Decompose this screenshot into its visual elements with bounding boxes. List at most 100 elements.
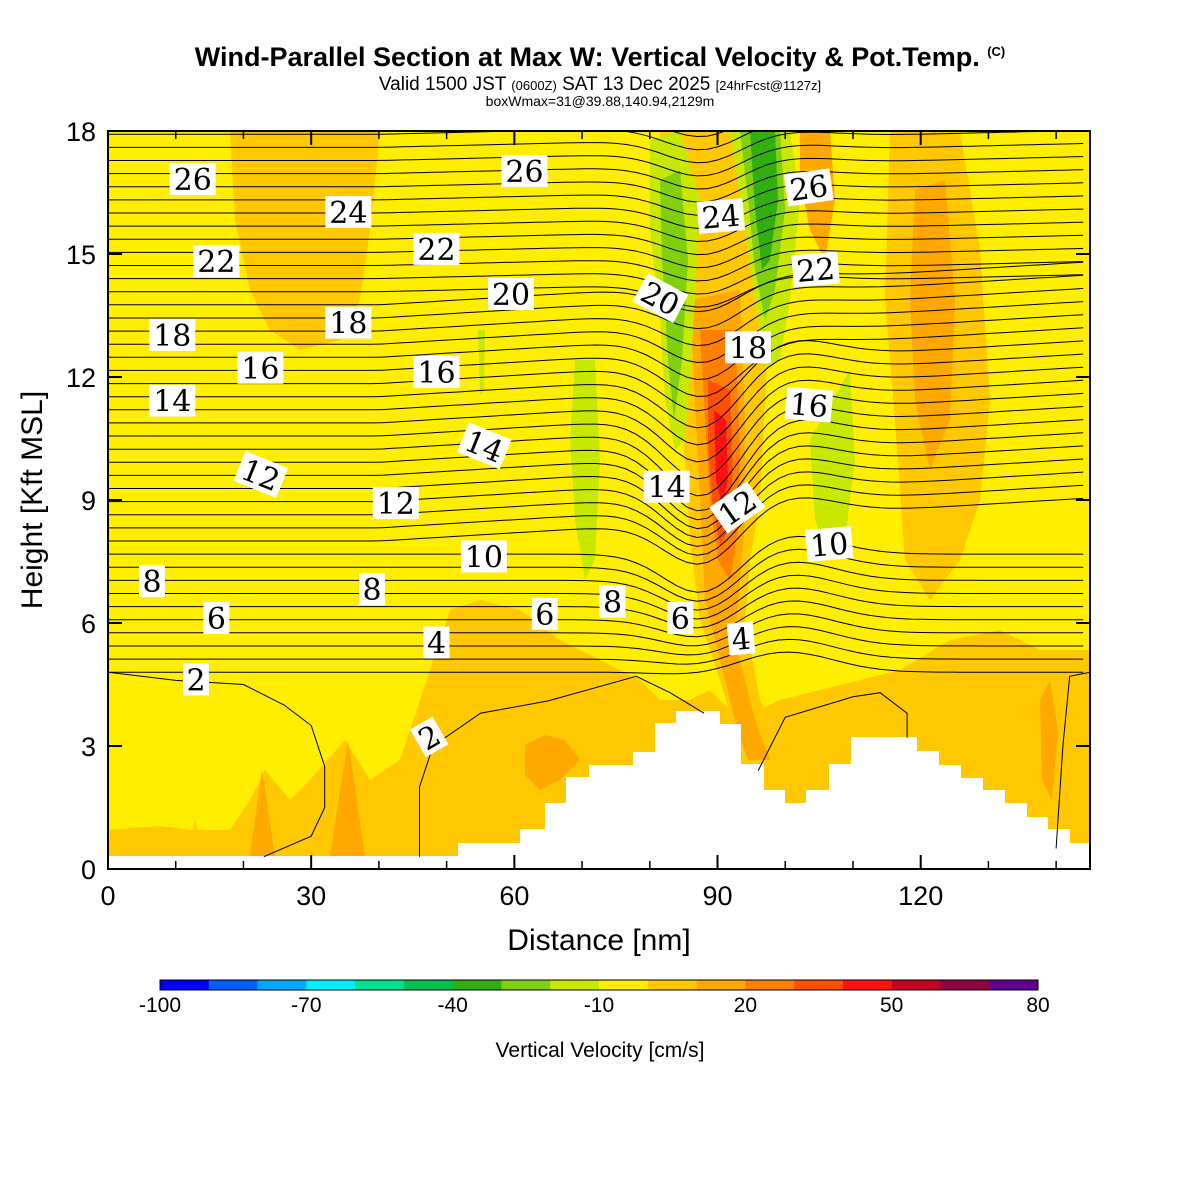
theta-contour-line [108, 379, 1084, 463]
theta-contour-line [108, 195, 1084, 229]
theta-label: 20 [488, 278, 534, 313]
chart-title-main: Wind-Parallel Section at Max W: Vertical… [194, 42, 980, 72]
theta-contour-line [108, 261, 1084, 313]
valid-date: SAT 13 Dec 2025 [562, 74, 711, 95]
colorbar-swatch [306, 980, 356, 990]
theta-contour-line-low [419, 675, 705, 857]
colorbar-tick-label: 20 [734, 994, 757, 1017]
theta-label-text: 10 [465, 540, 503, 575]
y-tick-label: 18 [66, 117, 96, 147]
theta-label-box [423, 626, 450, 659]
theta-contour-line [108, 182, 1084, 216]
colorbar-frame [159, 979, 1039, 991]
theta-contour-line [108, 574, 1084, 620]
colorbar-swatch [599, 980, 649, 990]
colorbar: -100 -70 -40 -10 20 50 80 [139, 979, 1050, 1017]
theta-contour-line [108, 535, 1084, 593]
theta-label-box [233, 451, 289, 498]
theta-label: 24 [696, 198, 746, 237]
theta-label-text: 2 [186, 663, 205, 698]
theta-contour-line [108, 600, 1084, 638]
y-tick-label: 6 [81, 609, 96, 639]
theta-contour-line [108, 208, 1084, 243]
theta-label: 16 [237, 351, 284, 387]
theta-label-text: 26 [788, 169, 831, 209]
theta-label-box [409, 716, 449, 758]
downdraft-zone-thin [478, 330, 485, 395]
colorbar-swatch [550, 980, 600, 990]
theta-label: 14 [149, 384, 196, 420]
theta-label-text: 26 [505, 155, 543, 190]
downdraft-zone-right-strong [750, 131, 778, 270]
main-updraft-peak [714, 410, 728, 505]
theta-contour-line [108, 274, 1084, 308]
theta-label-box [783, 168, 834, 207]
theta-label: 12 [372, 487, 419, 522]
theta-label: 10 [804, 526, 854, 565]
theta-label: 6 [531, 597, 558, 633]
theta-contour-line [108, 156, 1084, 190]
y-tick-label: 0 [81, 855, 96, 885]
colorbar-swatch [403, 980, 453, 990]
updraft-region-far-right [1040, 680, 1058, 800]
theta-label: 18 [325, 306, 372, 342]
updraft-spike-1 [185, 820, 205, 856]
x-axis-title: Distance [nm] [507, 924, 690, 957]
theta-label-box [709, 481, 766, 534]
x-tick-label: 0 [100, 881, 115, 911]
colorbar-tick-label: -10 [584, 994, 614, 1017]
theta-label-text: 14 [153, 385, 191, 420]
colorbar-swatch [647, 980, 697, 990]
axis-ticks: 0 30 60 90 120 0 3 6 9 12 15 18 [66, 117, 1090, 911]
theta-contour-line [108, 561, 1084, 611]
theta-label-box [372, 487, 419, 520]
theta-label: 16 [784, 386, 834, 425]
theta-label: 26 [783, 168, 834, 209]
theta-label-box [413, 232, 460, 265]
theta-contour-line [108, 392, 1084, 480]
theta-label-text: 8 [603, 586, 622, 621]
y-tick-label: 9 [81, 486, 96, 516]
theta-contour-line [108, 169, 1084, 203]
theta-label: 24 [325, 196, 372, 231]
theta-label-text: 16 [788, 387, 829, 425]
theta-label-text: 16 [417, 356, 455, 391]
theta-label-text: 8 [142, 565, 161, 600]
theta-label: 18 [725, 331, 771, 366]
updraft-region-mid-orange [525, 735, 580, 790]
theta-label-box [413, 355, 460, 388]
theta-label: 4 [423, 626, 450, 662]
theta-contour-line-low [757, 692, 908, 771]
theta-contour-line [108, 497, 1084, 565]
theta-label-box [667, 601, 694, 634]
theta-label: 4 [726, 621, 756, 658]
theta-label-box [501, 155, 548, 187]
colorbar-swatch [160, 980, 210, 990]
theta-contour-line [108, 406, 1084, 497]
theta-label: 22 [413, 232, 460, 268]
theta-label-box [169, 163, 216, 196]
theta-label: 22 [193, 245, 240, 280]
theta-label-box [359, 573, 386, 606]
theta-label-box [456, 422, 512, 470]
theta-label-text: 22 [795, 252, 836, 290]
theta-label-box [193, 245, 240, 278]
theta-contour-line [108, 287, 1084, 347]
theta-contour-line [108, 458, 1084, 539]
colorbar-swatch [891, 980, 941, 990]
theta-label-box [696, 198, 746, 235]
theta-label-box [149, 319, 196, 351]
theta-label: 18 [149, 319, 196, 354]
theta-contour-line [108, 638, 1084, 665]
colorbar-swatch [989, 980, 1039, 990]
colorbar-swatch [355, 980, 405, 990]
theta-label-text: 8 [363, 573, 382, 608]
theta-label: 8 [599, 585, 626, 621]
y-tick-label: 15 [66, 240, 96, 270]
x-tick-label: 60 [499, 881, 529, 911]
theta-label-text: 22 [417, 233, 455, 268]
theta-label-text: 6 [535, 598, 554, 633]
theta-label-box [531, 597, 558, 630]
y-tick-label: 12 [66, 363, 96, 393]
